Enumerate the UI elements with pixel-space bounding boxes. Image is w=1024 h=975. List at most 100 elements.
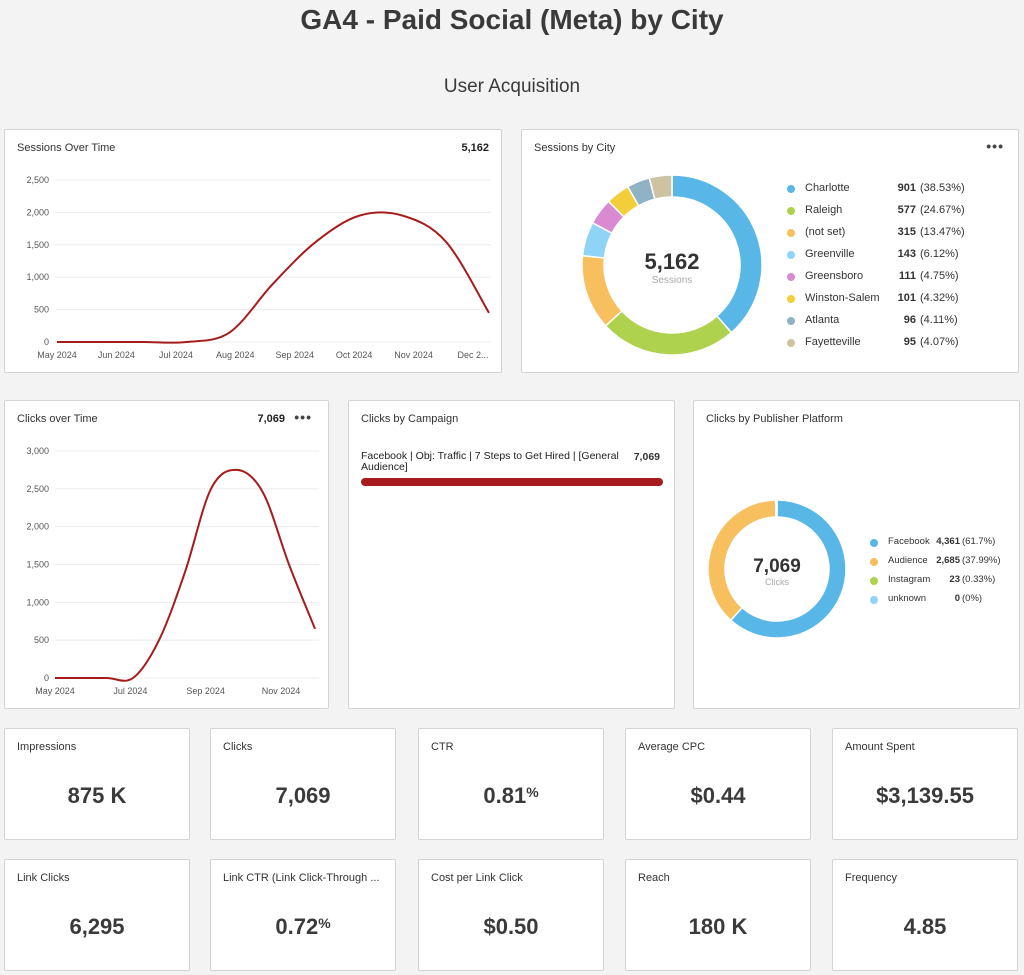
legend-value: 315 <box>897 226 916 238</box>
legend-item[interactable]: Facebook 4,361 (61.7%) <box>870 536 1015 550</box>
series-line <box>55 468 316 682</box>
legend-item[interactable]: Raleigh 577 (24.67%) <box>787 204 1012 218</box>
legend-percent: (61.7%) <box>962 536 996 547</box>
legend-value: 101 <box>897 292 916 304</box>
kpi-card: Cost per Link Click $0.50 <box>418 859 604 971</box>
y-tick-label: 1,000 <box>26 272 49 282</box>
legend-percent: (13.47%) <box>920 226 965 238</box>
legend-value: 23 <box>949 574 960 585</box>
legend-label: Instagram <box>888 574 931 585</box>
legend-item[interactable]: Instagram 23 (0.33%) <box>870 574 1015 588</box>
legend-percent: (37.99%) <box>962 555 1001 566</box>
legend-label: unknown <box>888 593 927 604</box>
clicks-by-platform-card: Clicks by Publisher Platform 7,069 Click… <box>693 400 1020 709</box>
legend-label: Raleigh <box>805 204 843 216</box>
card-title: Sessions by City <box>534 142 616 154</box>
x-tick-label: Aug 2024 <box>216 350 255 360</box>
x-tick-label: Sep 2024 <box>275 350 314 360</box>
kpi-number: 4.85 <box>903 914 947 939</box>
kpi-value: 875 K <box>5 783 189 809</box>
page-subtitle: User Acquisition <box>443 76 581 97</box>
y-tick-label: 1,500 <box>26 240 49 250</box>
legend-percent: (38.53%) <box>920 182 965 194</box>
kpi-label: Clicks <box>223 741 253 753</box>
legend-percent: (4.32%) <box>920 292 959 304</box>
campaign-bar-label: Facebook | Obj: Traffic | 7 Steps to Get… <box>361 450 619 473</box>
legend-label: (not set) <box>805 226 846 238</box>
legend-item[interactable]: unknown 0 (0%) <box>870 593 1015 607</box>
kpi-label: Cost per Link Click <box>431 872 523 884</box>
kpi-card: Impressions 875 K <box>4 728 190 840</box>
legend-swatch <box>787 251 795 259</box>
y-tick-label: 1,500 <box>26 560 49 570</box>
card-title: Clicks over Time <box>17 413 98 425</box>
legend-swatch <box>787 273 795 281</box>
kpi-value: $3,139.55 <box>833 783 1017 809</box>
x-tick-label: Jun 2024 <box>98 350 135 360</box>
x-tick-label: May 2024 <box>35 686 75 696</box>
clicks-by-platform-donut: 7,069 Clicks <box>707 499 847 639</box>
y-tick-label: 500 <box>34 635 49 645</box>
donut-slice[interactable] <box>774 499 778 518</box>
kpi-number: $0.50 <box>483 914 539 939</box>
donut-center-label: Clicks <box>765 577 789 587</box>
legend-swatch <box>787 317 795 325</box>
sessions-by-city-legend: Charlotte 901 (38.53%) Raleigh 577 (24.67%) (n… <box>787 182 1012 352</box>
campaign-bar[interactable] <box>361 478 663 486</box>
kpi-label: Link Clicks <box>17 872 70 884</box>
y-tick-label: 3,000 <box>26 446 49 456</box>
kpi-label: Frequency <box>845 872 897 884</box>
sessions-by-city-donut: 5,162 Sessions <box>581 174 763 356</box>
kpi-number: $3,139.55 <box>876 783 974 808</box>
card-total: 7,069 <box>257 413 285 425</box>
kpi-label: CTR <box>431 741 454 753</box>
legend-percent: (4.07%) <box>920 336 959 348</box>
donut-slice[interactable] <box>604 309 733 356</box>
y-tick-label: 2,000 <box>26 207 49 217</box>
donut-slice[interactable] <box>729 499 847 639</box>
legend-swatch <box>787 185 795 193</box>
donut-slice[interactable] <box>648 174 673 201</box>
kpi-value: 0.81% <box>419 783 603 809</box>
legend-item[interactable]: Greenville 143 (6.12%) <box>787 248 1012 262</box>
kpi-value: 0.72% <box>211 914 395 940</box>
clicks-by-platform-legend: Facebook 4,361 (61.7%) Audience 2,685 (37.99%… <box>870 536 1015 616</box>
legend-item[interactable]: Atlanta 96 (4.11%) <box>787 314 1012 328</box>
legend-swatch <box>787 229 795 237</box>
y-tick-label: 0 <box>44 673 49 683</box>
legend-item[interactable]: Charlotte 901 (38.53%) <box>787 182 1012 196</box>
kpi-value: 180 K <box>626 914 810 940</box>
kpi-card: Amount Spent $3,139.55 <box>832 728 1018 840</box>
more-options-icon[interactable]: ••• <box>986 138 1004 154</box>
legend-item[interactable]: (not set) 315 (13.47%) <box>787 226 1012 240</box>
x-tick-label: Nov 2024 <box>394 350 433 360</box>
card-title: Clicks by Campaign <box>361 413 459 425</box>
legend-percent: (4.75%) <box>920 270 959 282</box>
kpi-card: Average CPC $0.44 <box>625 728 811 840</box>
legend-swatch <box>870 539 878 547</box>
legend-item[interactable]: Audience 2,685 (37.99%) <box>870 555 1015 569</box>
kpi-label: Link CTR (Link Click-Through ... <box>223 872 380 884</box>
legend-label: Atlanta <box>805 314 840 326</box>
more-options-icon[interactable]: ••• <box>294 409 312 425</box>
kpi-card: Link Clicks 6,295 <box>4 859 190 971</box>
y-tick-label: 500 <box>34 305 49 315</box>
legend-item[interactable]: Winston-Salem 101 (4.32%) <box>787 292 1012 306</box>
kpi-suffix: % <box>318 915 331 931</box>
legend-swatch <box>870 558 878 566</box>
legend-value: 901 <box>897 182 916 194</box>
legend-value: 111 <box>898 270 916 282</box>
legend-swatch <box>787 339 795 347</box>
legend-item[interactable]: Greensboro 111 (4.75%) <box>787 270 1012 284</box>
kpi-value: $0.50 <box>419 914 603 940</box>
legend-value: 0 <box>954 593 960 604</box>
legend-item[interactable]: Fayetteville 95 (4.07%) <box>787 336 1012 350</box>
sessions-line-chart: 0 500 1,000 1,500 2,000 2,500 May 2024 Jun 2024… <box>26 175 491 360</box>
donut-slice[interactable] <box>581 254 623 327</box>
y-tick-label: 2,500 <box>26 175 49 185</box>
kpi-label: Amount Spent <box>845 741 915 753</box>
donut-center-label: Sessions <box>652 275 693 286</box>
y-tick-label: 0 <box>44 337 49 347</box>
legend-value: 96 <box>903 314 916 326</box>
x-tick-label: May 2024 <box>37 350 77 360</box>
